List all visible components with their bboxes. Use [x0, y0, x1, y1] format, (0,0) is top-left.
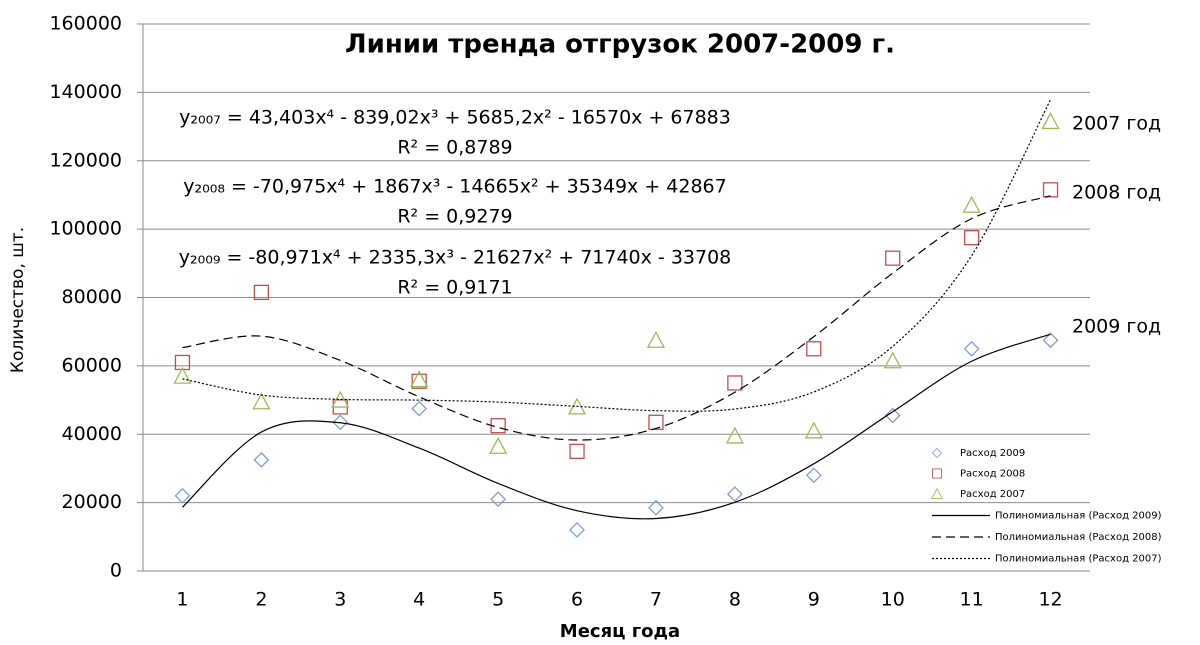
legend-label: Полиномиальная (Расход 2008)	[995, 532, 1162, 543]
x-tick-label: 3	[334, 589, 346, 611]
y-tick-label: 60000	[62, 354, 122, 376]
x-tick-label: 10	[881, 589, 905, 611]
data-point	[490, 491, 507, 508]
data-point	[1042, 332, 1059, 349]
data-point	[410, 370, 429, 388]
x-tick-label: 5	[492, 589, 504, 611]
data-point	[726, 486, 743, 502]
y-tick-label: 140000	[49, 81, 122, 103]
legend-marker	[932, 468, 942, 479]
data-point	[1042, 182, 1059, 198]
y-tick-label: 100000	[49, 218, 122, 240]
data-point	[332, 414, 349, 431]
data-point	[253, 451, 270, 468]
data-point	[174, 487, 191, 504]
trend-r2: R² = 0,9279	[397, 206, 512, 228]
x-tick-label: 1	[176, 589, 188, 611]
data-point	[727, 375, 743, 391]
y-tick-label: 120000	[49, 149, 122, 171]
y-tick-label: 80000	[62, 286, 122, 308]
data-point	[725, 426, 744, 444]
data-point	[885, 250, 901, 266]
data-point	[569, 443, 585, 459]
legend-label: Полиномиальная (Расход 2009)	[995, 511, 1162, 522]
x-tick-label: 4	[413, 589, 425, 611]
data-point	[253, 284, 270, 301]
trend-line	[182, 195, 1051, 441]
data-point	[646, 330, 666, 348]
chart-title: Линии тренда отгрузок 2007-2009 г.	[345, 30, 895, 60]
trend-equation: y₂₀₀₈ = -70,975x⁴ + 1867x³ - 14665x² + 3…	[183, 176, 727, 198]
legend-label: Расход 2009	[960, 448, 1025, 459]
data-point	[489, 436, 508, 454]
data-point	[411, 373, 427, 389]
data-point	[648, 414, 664, 430]
y-axis-title: Количество, шт.	[8, 227, 28, 373]
legend-label: Расход 2007	[960, 489, 1025, 500]
data-point	[252, 392, 271, 410]
trend-r2: R² = 0,9171	[397, 277, 512, 299]
legend-marker	[931, 447, 943, 459]
x-tick-label: 6	[571, 589, 583, 611]
y-tick-label: 20000	[62, 491, 122, 513]
y-tick-label: 40000	[62, 423, 122, 445]
data-point	[1041, 112, 1060, 130]
data-point	[411, 400, 428, 417]
x-tick-label: 11	[960, 589, 984, 611]
data-point	[648, 499, 664, 516]
data-point	[883, 351, 902, 369]
data-point	[569, 522, 585, 538]
data-point	[806, 341, 822, 357]
data-point	[173, 366, 192, 384]
legend-label: Полиномиальная (Расход 2007)	[995, 554, 1162, 565]
data-point	[963, 230, 980, 246]
x-tick-label: 7	[650, 589, 662, 611]
y-tick-label: 160000	[49, 13, 122, 35]
x-tick-label: 12	[1038, 589, 1062, 611]
trend-equation: y₂₀₀₇ = 43,403x⁴ - 839,02x³ + 5685,2x² -…	[179, 107, 731, 129]
data-point	[963, 340, 980, 357]
series-end-label: 2009 год	[1072, 316, 1161, 338]
data-point	[805, 467, 822, 484]
data-point	[804, 421, 823, 439]
trend-line	[182, 333, 1051, 520]
x-tick-label: 2	[255, 589, 267, 611]
legend-label: Расход 2008	[960, 469, 1025, 480]
series-end-label: 2007 год	[1072, 113, 1161, 135]
y-tick-label: 0	[110, 560, 122, 582]
x-axis-title: Месяц года	[560, 621, 680, 642]
data-point	[962, 195, 981, 213]
data-point	[884, 407, 901, 424]
series-end-label: 2008 год	[1072, 182, 1161, 204]
x-tick-label: 8	[729, 589, 741, 611]
trend-equation: y₂₀₀₉ = -80,971x⁴ + 2335,3x³ - 21627x² +…	[179, 247, 732, 269]
legend-marker	[931, 487, 943, 499]
x-tick-label: 9	[808, 589, 820, 611]
trend-r2: R² = 0,8789	[397, 137, 512, 159]
data-point	[331, 390, 350, 408]
